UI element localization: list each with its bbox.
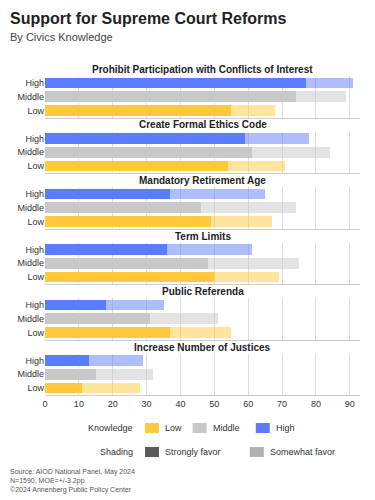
svg-text:Source: AIOD National Panel, M: Source: AIOD National Panel, May 2024 [10,468,135,476]
svg-text:High: High [25,300,44,310]
svg-text:©2024 Annenberg Public Policy: ©2024 Annenberg Public Policy Center [10,486,132,494]
svg-text:High: High [25,245,44,255]
svg-text:Low: Low [27,272,44,282]
svg-text:20: 20 [108,399,118,409]
svg-text:40: 40 [175,399,185,409]
svg-text:30: 30 [142,399,152,409]
svg-text:Middle: Middle [17,92,44,102]
svg-text:By Civics Knowledge: By Civics Knowledge [10,31,113,43]
svg-text:Low: Low [165,423,182,433]
svg-text:Create Formal Ethics Code: Create Formal Ethics Code [139,119,267,130]
svg-text:Middle: Middle [17,203,44,213]
svg-text:Low: Low [27,161,44,171]
svg-text:Prohibit Participation with Co: Prohibit Participation with Conflicts of… [92,64,313,75]
svg-text:High: High [25,78,44,88]
svg-text:Middle: Middle [17,147,44,157]
svg-text:90: 90 [345,399,355,409]
svg-text:Shading: Shading [100,447,133,457]
svg-text:Low: Low [27,217,44,227]
svg-text:Middle: Middle [17,258,44,268]
svg-text:N=1590, MOE=+/-3.2pp: N=1590, MOE=+/-3.2pp [10,477,85,485]
svg-text:High: High [25,189,44,199]
svg-text:Strongly favor: Strongly favor [165,447,221,457]
svg-text:Mandatory Retirement Age: Mandatory Retirement Age [139,175,266,186]
svg-text:Support for Supreme Court Refo: Support for Supreme Court Reforms [10,10,287,27]
svg-text:70: 70 [277,399,287,409]
svg-text:50: 50 [209,399,219,409]
svg-text:60: 60 [243,399,253,409]
svg-text:Middle: Middle [213,423,240,433]
svg-text:10: 10 [74,399,84,409]
svg-text:High: High [25,134,44,144]
svg-text:Somewhat favor: Somewhat favor [270,447,335,457]
svg-text:Low: Low [27,328,44,338]
svg-text:Increase Number of Justices: Increase Number of Justices [134,342,271,353]
svg-text:Low: Low [27,106,44,116]
svg-text:High: High [276,423,295,433]
svg-text:Middle: Middle [17,314,44,324]
svg-text:Knowledge: Knowledge [88,423,133,433]
svg-text:Public Referenda: Public Referenda [162,286,244,297]
svg-text:Low: Low [27,383,44,393]
svg-text:0: 0 [42,399,47,409]
svg-text:Term Limits: Term Limits [175,231,231,242]
svg-text:80: 80 [311,399,321,409]
svg-text:High: High [25,356,44,366]
svg-text:Middle: Middle [17,369,44,379]
